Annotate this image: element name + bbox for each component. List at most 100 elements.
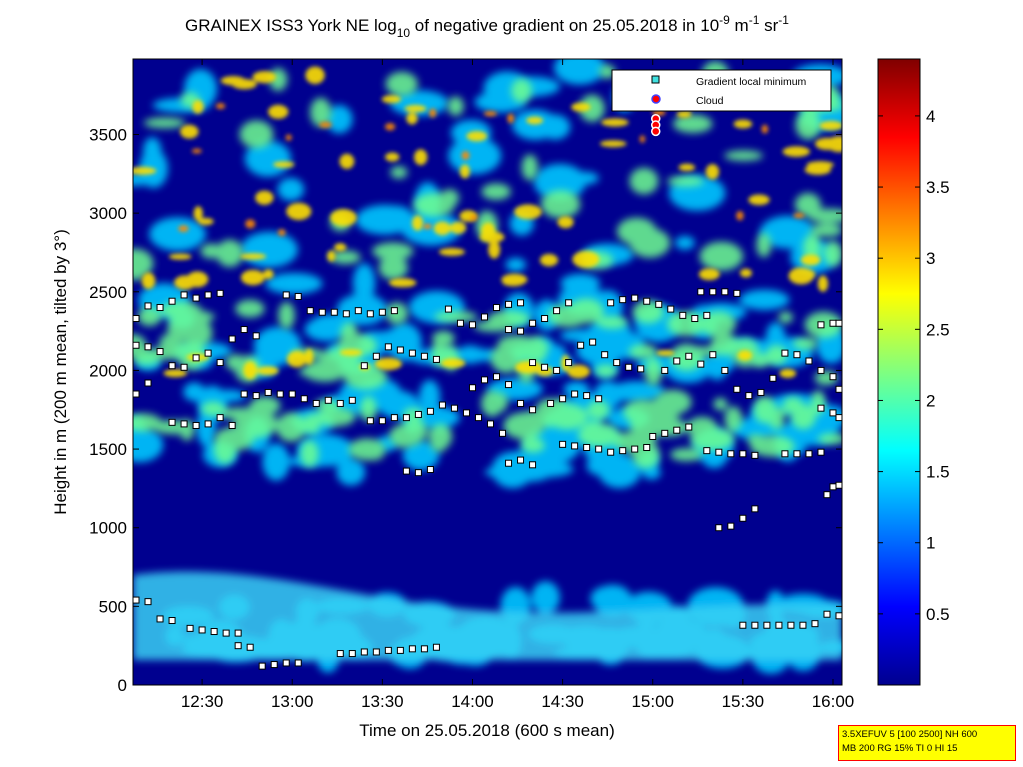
- heat-patch: [526, 116, 544, 125]
- gradient-minimum-marker: [661, 366, 669, 374]
- gradient-minimum-marker: [775, 621, 783, 629]
- heat-patch: [748, 194, 770, 206]
- heat-patch: [404, 104, 427, 113]
- gradient-minimum-marker: [793, 450, 801, 458]
- x-tick-label: 12:30: [181, 692, 224, 711]
- heat-patch: [406, 112, 418, 125]
- gradient-minimum-marker: [192, 294, 200, 302]
- heat-patch: [278, 301, 295, 329]
- heat-patch: [666, 175, 704, 187]
- gradient-minimum-marker: [246, 643, 254, 651]
- gradient-minimum-marker: [330, 308, 338, 316]
- heat-patch: [401, 418, 428, 444]
- heat-patch: [466, 130, 488, 142]
- heat-patch: [737, 350, 753, 361]
- gradient-minimum-marker: [739, 514, 747, 522]
- gradient-minimum-marker: [613, 359, 621, 367]
- heat-patch: [240, 231, 298, 268]
- heat-patch: [654, 389, 692, 415]
- gradient-minimum-marker: [517, 299, 525, 307]
- gradient-minimum-marker: [234, 629, 242, 637]
- gradient-minimum-marker: [426, 407, 434, 415]
- gradient-minimum-marker: [829, 409, 837, 417]
- gradient-minimum-marker: [703, 447, 711, 455]
- gradient-minimum-marker: [420, 645, 428, 653]
- heat-patch: [539, 253, 559, 267]
- gradient-minimum-marker: [715, 448, 723, 456]
- heat-patch: [511, 78, 532, 103]
- gradient-minimum-marker: [234, 642, 242, 650]
- heat-patch: [761, 124, 769, 134]
- gradient-minimum-marker: [709, 351, 717, 359]
- colorbar-tick-label: 2: [926, 391, 935, 410]
- cloud-marker: [650, 126, 661, 137]
- gradient-minimum-marker: [709, 288, 717, 296]
- gradient-minimum-marker: [625, 363, 633, 371]
- gradient-minimum-marker: [186, 624, 194, 632]
- heat-band-low: [133, 571, 842, 660]
- heat-patch: [756, 232, 772, 258]
- heat-patch: [285, 134, 292, 141]
- heat-patch: [413, 193, 455, 217]
- gradient-minimum-marker: [133, 596, 140, 604]
- gradient-minimum-marker: [426, 466, 434, 474]
- y-tick-label: 500: [99, 597, 127, 616]
- heat-patch: [810, 223, 842, 237]
- heat-patch: [778, 311, 793, 324]
- heat-patch: [336, 458, 366, 486]
- colorbar-tick-label: 3.5: [926, 178, 950, 197]
- heat-patch: [263, 269, 274, 280]
- heat-patch: [186, 271, 209, 288]
- gradient-minimum-marker: [829, 483, 837, 491]
- heat-patch: [193, 206, 203, 221]
- gradient-minimum-marker: [348, 396, 356, 404]
- gradient-minimum-marker: [583, 443, 591, 451]
- heat-patch: [300, 440, 319, 468]
- gradient-minimum-marker: [727, 450, 735, 458]
- gradient-minimum-marker: [619, 296, 627, 304]
- colorbar: 0.5 1 1.5 2 2.5 3 3.5 4: [877, 58, 950, 686]
- heat-patch: [339, 153, 355, 169]
- heat-patch: [249, 396, 281, 415]
- heat-patch: [571, 102, 591, 112]
- plot-area: [133, 59, 842, 685]
- heat-patch: [310, 97, 332, 128]
- gradient-minimum-marker: [793, 351, 801, 359]
- heat-patch: [137, 306, 162, 327]
- heat-patch: [793, 212, 805, 219]
- gradient-minimum-marker: [817, 448, 825, 456]
- gradient-minimum-marker: [583, 392, 591, 400]
- gradient-minimum-marker: [192, 354, 200, 362]
- gradient-minimum-marker: [282, 291, 290, 299]
- heat-patch: [340, 322, 358, 347]
- heat-patch: [214, 426, 255, 451]
- gradient-minimum-marker: [829, 373, 837, 381]
- heat-patch: [419, 379, 441, 414]
- gradient-minimum-marker: [751, 505, 759, 513]
- heat-patch: [304, 317, 349, 342]
- gradient-minimum-marker: [318, 308, 326, 316]
- heat-patch: [670, 447, 703, 462]
- heat-patch: [601, 118, 629, 127]
- heat-patch: [487, 310, 531, 328]
- gradient-minimum-marker: [180, 363, 188, 371]
- gradient-minimum-marker: [637, 365, 645, 373]
- heat-patch: [730, 417, 782, 440]
- x-tick-label: 14:00: [451, 692, 494, 711]
- heat-patch: [656, 349, 675, 357]
- heat-patch: [560, 273, 601, 293]
- heat-patch: [535, 366, 554, 377]
- heat-patch: [644, 358, 663, 386]
- parameter-box: 3.5XEFUV 5 [100 2500] NH 600 MB 200 RG 1…: [838, 725, 1016, 761]
- gradient-minimum-marker: [210, 628, 218, 636]
- heat-patch: [447, 96, 464, 116]
- heat-patch: [639, 135, 646, 143]
- gradient-minimum-marker: [432, 355, 440, 363]
- heat-patch: [240, 253, 267, 260]
- gradient-minimum-marker: [589, 338, 597, 346]
- gradient-minimum-marker: [378, 308, 386, 316]
- gradient-minimum-marker: [402, 467, 410, 475]
- gradient-minimum-marker: [559, 440, 567, 448]
- gradient-minimum-marker: [156, 348, 164, 356]
- heat-patch: [167, 314, 199, 342]
